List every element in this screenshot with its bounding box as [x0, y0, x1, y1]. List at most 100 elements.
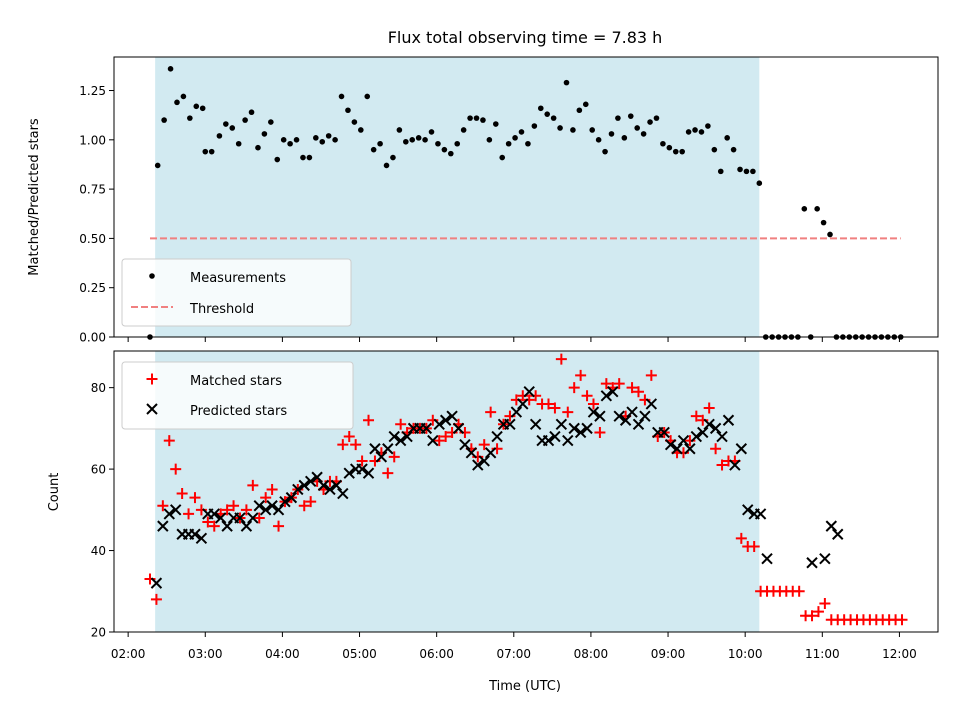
measurements-legend-marker: [149, 273, 155, 279]
predicted-star-point: [555, 418, 568, 431]
x-tick-label: 10:00: [728, 647, 763, 661]
matched-star-point: [170, 463, 182, 475]
matched-star-point: [176, 488, 188, 500]
predicted-star-point: [157, 520, 169, 532]
ratio-x-ticks: [127, 337, 900, 342]
chart-title: Flux total observing time = 7.83 h: [388, 28, 663, 47]
measurement-point: [268, 119, 274, 125]
matched-star-point: [632, 386, 644, 398]
predicted-star-point: [330, 479, 343, 492]
measurement-point: [525, 140, 531, 147]
predicted-star-point: [658, 426, 670, 439]
matched-star-point: [555, 353, 567, 365]
predicted-star-point: [375, 451, 388, 463]
predicted-star-point: [324, 483, 336, 496]
predicted-star-point: [439, 414, 452, 426]
predicted-star-point: [472, 459, 484, 471]
matched-star-point: [690, 410, 702, 422]
matched-star-point: [382, 467, 394, 479]
measurement-point: [801, 206, 808, 212]
matched-stars-legend-marker: [146, 373, 158, 385]
predicted-star-point: [266, 500, 278, 512]
y-tick-label: 80: [91, 381, 106, 395]
matched-star-point: [144, 573, 156, 585]
measurement-point: [441, 146, 448, 153]
measurements-legend-label: Measurements: [190, 271, 286, 286]
measurement-point: [306, 154, 313, 161]
predicted-stars-legend-marker: [146, 403, 158, 415]
measurement-point: [351, 119, 358, 125]
matched-star-point: [587, 398, 599, 410]
measurement-point: [557, 125, 563, 131]
predicted-star-point: [684, 443, 696, 455]
matched-star-point: [440, 431, 452, 443]
counts-legend: Matched stars Predicted stars: [121, 361, 354, 430]
measurement-point: [595, 137, 602, 143]
predicted-star-point: [562, 434, 574, 447]
predicted-star-point: [613, 410, 625, 422]
matched-star-point: [247, 479, 259, 491]
y-tick-label: 60: [91, 463, 106, 477]
predicted-star-point: [279, 495, 291, 508]
predicted-star-point: [832, 528, 844, 540]
predicted-star-point: [819, 552, 831, 565]
predicted-star-point: [459, 438, 471, 451]
measurement-point: [409, 137, 416, 143]
measurement-point: [403, 138, 409, 145]
predicted-star-point: [761, 552, 773, 565]
y-tick-label: 20: [91, 626, 106, 640]
matched-star-point: [433, 435, 445, 447]
measurement-point: [208, 148, 215, 155]
matched-star-point: [645, 369, 657, 381]
measurement-point: [187, 115, 193, 121]
predicted-star-point: [709, 422, 722, 435]
predicted-star-point: [272, 504, 285, 516]
x-tick-label: 11:00: [805, 647, 840, 661]
matched-star-point: [716, 459, 728, 471]
y-tick-label: 0.25: [79, 281, 106, 295]
predicted-star-point: [298, 479, 310, 492]
x-tick-label: 03:00: [188, 647, 223, 661]
predicted-star-point: [362, 467, 375, 479]
measurement-point: [345, 107, 351, 114]
measurement-point: [724, 135, 730, 141]
measurement-point: [621, 135, 628, 141]
matched-star-point: [157, 500, 169, 512]
x-axis-label: Time (UTC): [488, 679, 561, 694]
predicted-star-point: [542, 434, 555, 447]
predicted-star-point: [420, 422, 433, 435]
measurement-point: [358, 127, 364, 133]
x-tick-label: 06:00: [419, 647, 454, 661]
measurement-point: [383, 162, 390, 169]
matched-star-point: [253, 512, 265, 524]
y-tick-label: 0.75: [79, 183, 106, 197]
predicted-star-point: [594, 410, 606, 422]
matched-star-point: [240, 504, 252, 516]
measurement-point: [537, 105, 544, 112]
predicted-star-point: [484, 447, 497, 459]
predicted-star-point: [304, 475, 317, 488]
measurement-point: [364, 93, 371, 100]
x-tick-label: 12:00: [882, 647, 917, 661]
matched-star-point: [626, 382, 638, 394]
y-tick-label: 1.00: [79, 133, 106, 147]
measurement-point: [235, 140, 242, 147]
predicted-star-point: [517, 398, 529, 410]
measurement-point: [737, 166, 743, 173]
measurement-point: [685, 129, 692, 135]
predicted-star-point: [574, 426, 587, 439]
predicted-star-point: [195, 532, 208, 545]
x-tick-label: 02:00: [111, 647, 146, 661]
counts-y-ticks: 20 40 60 80: [91, 381, 114, 640]
x-tick-label: 08:00: [574, 647, 609, 661]
x-tick-label: 04:00: [265, 647, 300, 661]
measurement-point: [467, 115, 473, 121]
matched-star-point: [260, 492, 272, 504]
measurement-point: [518, 129, 525, 135]
measurement-point: [544, 111, 551, 117]
matched-star-point: [748, 540, 760, 552]
predicted-star-point: [619, 414, 632, 426]
matched-star-point: [350, 439, 362, 451]
